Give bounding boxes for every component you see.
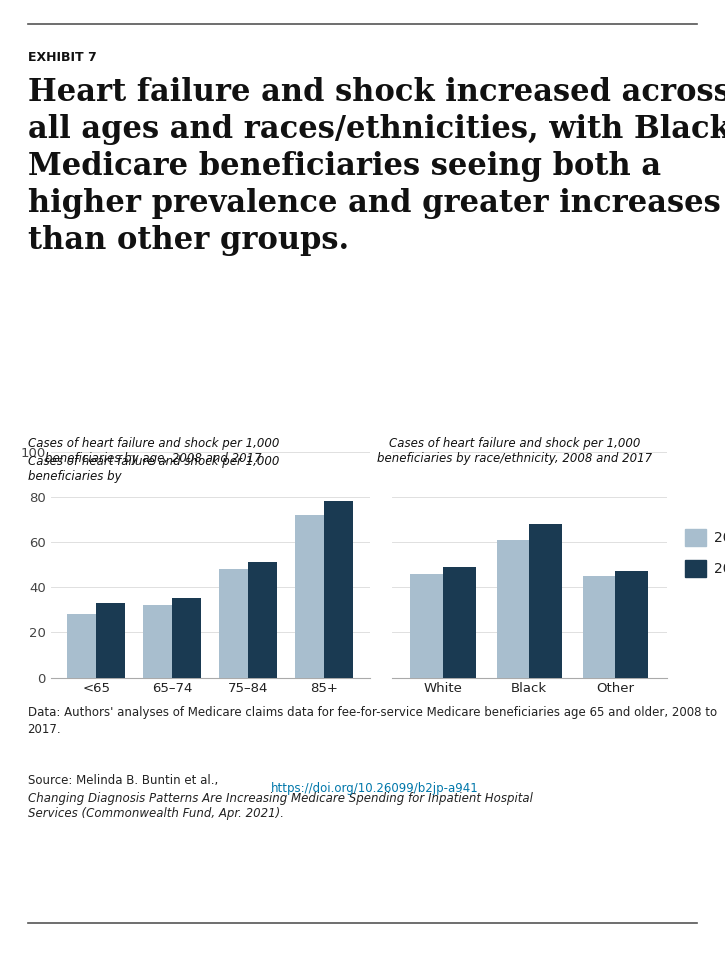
- Bar: [248, 562, 277, 678]
- Bar: [324, 502, 353, 678]
- Text: Changing Diagnosis Patterns Are Increasing Medicare Spending for Inpatient Hospi: Changing Diagnosis Patterns Are Increasi…: [28, 792, 532, 821]
- Bar: [443, 567, 476, 678]
- Bar: [144, 605, 173, 678]
- Text: Data: Authors' analyses of Medicare claims data for fee-for-service Medicare ben: Data: Authors' analyses of Medicare clai…: [28, 706, 717, 736]
- Legend: 2008, 2017: 2008, 2017: [679, 524, 725, 582]
- Bar: [67, 614, 96, 678]
- Text: Cases of heart failure and shock per 1,000
beneficiaries by race/ethnicity, 2008: Cases of heart failure and shock per 1,0…: [377, 437, 652, 465]
- Text: Heart failure and shock increased across
all ages and races/ethnicities, with Bl: Heart failure and shock increased across…: [28, 77, 725, 256]
- Text: EXHIBIT 7: EXHIBIT 7: [28, 51, 96, 64]
- Bar: [173, 599, 201, 678]
- Text: Cases of heart failure and shock per 1,000
beneficiaries by age, 2008 and 2017: Cases of heart failure and shock per 1,0…: [28, 437, 279, 465]
- Text: Source: Melinda B. Buntin et al.,: Source: Melinda B. Buntin et al.,: [28, 774, 222, 787]
- Bar: [583, 576, 616, 678]
- Bar: [410, 574, 443, 678]
- Text: Cases of heart failure and shock per 1,000
beneficiaries by: Cases of heart failure and shock per 1,0…: [28, 455, 280, 483]
- Bar: [295, 515, 324, 678]
- Bar: [220, 569, 248, 678]
- Bar: [96, 603, 125, 678]
- Bar: [497, 540, 529, 678]
- Bar: [616, 572, 648, 678]
- Bar: [529, 524, 562, 678]
- Text: https://doi.org/10.26099/b2jp-a941: https://doi.org/10.26099/b2jp-a941: [270, 782, 478, 796]
